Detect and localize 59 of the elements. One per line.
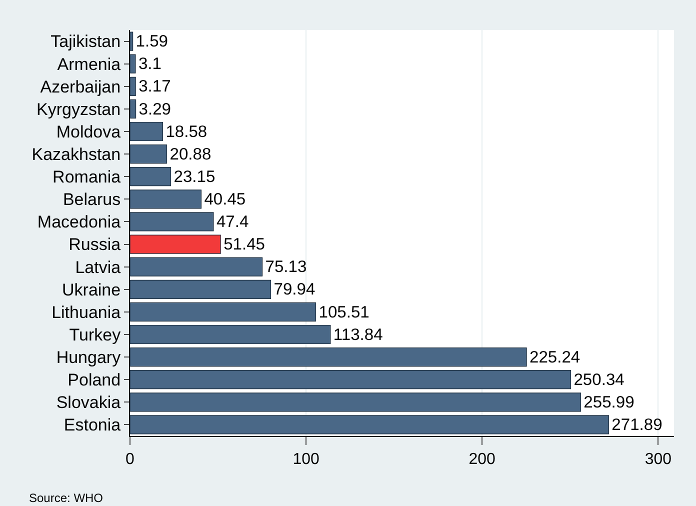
data-label: 20.88 <box>170 144 212 164</box>
bar <box>130 392 581 412</box>
source-note: Source: WHO <box>29 491 104 505</box>
y-tick-label: Romania <box>52 168 122 187</box>
bar <box>130 212 214 232</box>
bar <box>130 324 331 344</box>
data-label: 1.59 <box>136 32 168 51</box>
y-tick-label: Moldova <box>56 122 122 142</box>
bar <box>130 302 316 322</box>
bar <box>130 370 572 390</box>
bar <box>130 280 272 299</box>
y-tick-label: Ukraine <box>62 280 121 300</box>
data-label: 113.84 <box>333 324 383 344</box>
x-tick-label: 300 <box>644 451 672 468</box>
y-tick-label: Russia <box>68 235 122 254</box>
bar <box>130 348 527 367</box>
data-label: 79.94 <box>274 280 316 299</box>
data-label: 40.45 <box>204 190 246 209</box>
data-label: 225.24 <box>530 347 580 366</box>
y-tick-label: Slovakia <box>56 393 122 412</box>
bar <box>130 190 202 209</box>
data-label: 3.1 <box>138 54 162 74</box>
y-tick-label: Turkey <box>69 325 122 344</box>
bar <box>130 234 221 254</box>
data-label: 105.51 <box>318 302 370 322</box>
y-tick-label: Macedonia <box>37 212 122 232</box>
y-tick-label: Armenia <box>57 54 122 74</box>
bar <box>130 99 136 118</box>
data-label: 75.13 <box>265 257 307 276</box>
y-tick-label: Azerbaijan <box>40 77 121 96</box>
y-tick-label: Hungary <box>56 348 122 368</box>
data-label: 18.58 <box>166 122 208 141</box>
y-tick-label: Belarus <box>62 190 121 210</box>
bar <box>130 144 168 164</box>
y-tick-label: Estonia <box>64 416 122 435</box>
data-label: 3.29 <box>138 99 171 118</box>
x-tick-label: 100 <box>292 451 320 468</box>
y-tick-label: Poland <box>68 370 121 390</box>
bar <box>130 415 609 434</box>
y-tick-label: Lithuania <box>52 302 122 322</box>
bar <box>130 76 136 96</box>
x-tick-label: 0 <box>126 451 135 468</box>
y-tick-label: Kazakhstan <box>32 145 121 164</box>
bar <box>130 167 172 186</box>
data-label: 271.89 <box>612 415 662 434</box>
bar <box>130 32 134 51</box>
data-label: 23.15 <box>174 166 216 186</box>
data-label: 51.45 <box>224 234 266 254</box>
data-label: 47.4 <box>216 212 249 232</box>
data-label: 250.34 <box>574 370 624 389</box>
y-tick-label: Tajikistan <box>50 32 121 52</box>
bar <box>130 257 263 276</box>
data-label: 255.99 <box>584 392 634 412</box>
bar <box>130 54 136 74</box>
y-tick-label: Latvia <box>75 258 122 277</box>
bar <box>130 122 164 142</box>
x-tick-label: 200 <box>468 451 496 468</box>
y-tick-label: Kyrgyzstan <box>36 100 121 119</box>
data-label: 3.17 <box>138 76 171 96</box>
